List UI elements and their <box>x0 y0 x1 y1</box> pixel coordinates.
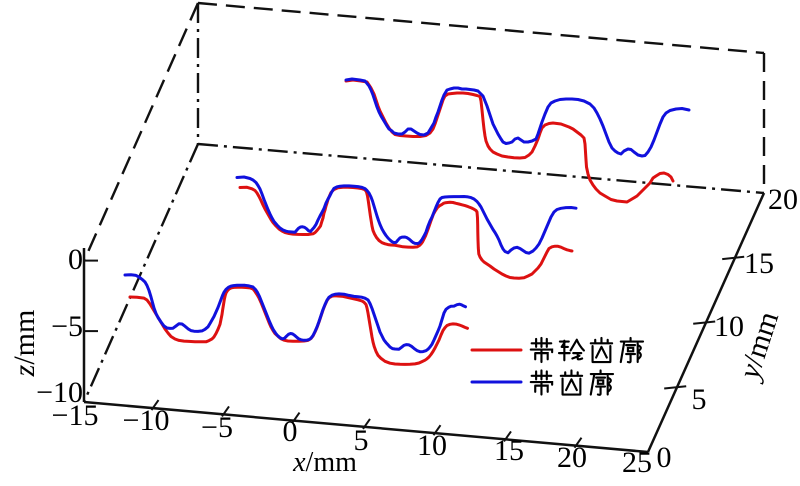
svg-text:25: 25 <box>622 446 652 479</box>
svg-text:5: 5 <box>692 383 707 416</box>
svg-text:−10: −10 <box>36 376 83 409</box>
svg-text:20: 20 <box>557 441 587 474</box>
svg-text:z/mm: z/mm <box>8 310 41 378</box>
svg-text:10: 10 <box>714 310 744 343</box>
svg-text:x/mm: x/mm <box>292 447 357 478</box>
svg-text:−15: −15 <box>52 399 99 432</box>
svg-text:0: 0 <box>657 441 672 474</box>
svg-text:−5: −5 <box>201 411 233 444</box>
svg-text:15: 15 <box>494 434 524 467</box>
svg-text:−5: −5 <box>51 310 83 343</box>
svg-text:0: 0 <box>283 415 298 448</box>
svg-text:−10: −10 <box>123 404 170 437</box>
svg-text:10: 10 <box>417 429 447 462</box>
svg-text:15: 15 <box>744 247 774 280</box>
svg-text:5: 5 <box>354 424 369 457</box>
svg-text:0: 0 <box>68 243 83 276</box>
svg-text:20: 20 <box>768 183 798 216</box>
